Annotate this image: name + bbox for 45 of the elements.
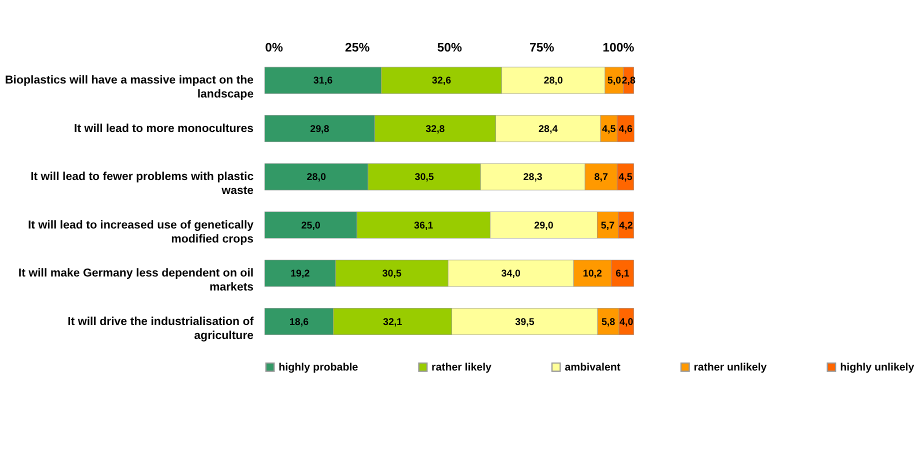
- data-label: 10,2: [582, 268, 603, 280]
- y-tick-label: It will make Germany less dependent on oil markets: [18, 268, 254, 294]
- data-label: 4,2: [619, 220, 634, 232]
- x-tick-label: 100%: [602, 40, 634, 54]
- data-label: 19,2: [290, 268, 310, 280]
- legend-label: ambivalent: [564, 361, 621, 374]
- data-label: 28,0: [306, 172, 326, 184]
- data-label: 32,6: [432, 76, 452, 87]
- data-label: 34,0: [501, 268, 521, 280]
- data-label: 36,1: [414, 220, 434, 232]
- data-label: 29,8: [310, 124, 330, 135]
- data-label: 28,3: [523, 172, 543, 184]
- data-label: 5,0: [607, 76, 622, 87]
- x-tick-label: 50%: [437, 40, 462, 54]
- data-label: 8,7: [594, 172, 608, 184]
- y-tick-label: It will lead to increased use of genetically modified crops: [28, 219, 254, 246]
- data-label: 4,5: [618, 172, 633, 184]
- data-label: 28,4: [538, 124, 558, 135]
- legend-label: highly probable: [278, 361, 358, 374]
- data-label: 4,5: [602, 124, 616, 135]
- data-label: 18,6: [289, 316, 310, 328]
- data-label: 5,7: [600, 220, 616, 232]
- data-label: 6,1: [616, 268, 630, 280]
- data-label: 32,1: [382, 316, 403, 328]
- data-label: 29,0: [534, 220, 554, 232]
- x-tick-label: 0%: [265, 40, 283, 54]
- data-label: 4,6: [618, 124, 634, 135]
- x-tick-label: 75%: [530, 40, 554, 54]
- y-tick-label: It will lead to more monocultures: [74, 122, 254, 135]
- data-label: 30,5: [382, 268, 402, 280]
- x-tick-label: 25%: [345, 40, 370, 54]
- legend-label: rather likely: [432, 361, 492, 374]
- y-tick-label: Bioplastics will have a massive impact on the landscape: [4, 74, 254, 101]
- legend-label: highly unlikely: [840, 361, 914, 374]
- y-tick-label: It will drive the industrialisation of agriculture: [68, 316, 254, 342]
- data-label: 5,8: [601, 316, 616, 328]
- data-label: 4,0: [620, 316, 634, 328]
- data-label: 39,5: [515, 316, 535, 328]
- data-label: 32,8: [426, 124, 446, 135]
- data-label: 31,6: [313, 76, 334, 87]
- data-label: 30,5: [414, 172, 434, 184]
- legend-label: rather unlikely: [694, 361, 767, 374]
- data-label: 25,0: [301, 220, 321, 232]
- y-tick-label: It will lead to fewer problems with plastic waste: [30, 171, 254, 198]
- data-label: 28,0: [544, 76, 564, 87]
